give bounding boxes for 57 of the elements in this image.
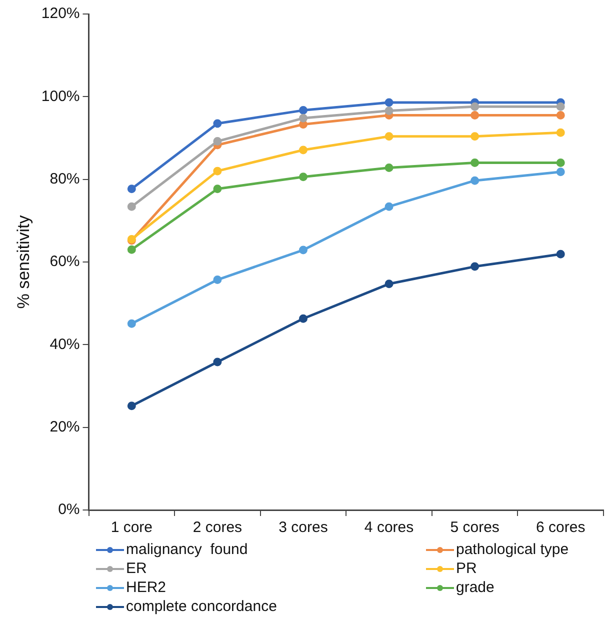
point (298, 172, 308, 182)
x-tick-label: 3 cores (278, 519, 328, 536)
point (556, 250, 565, 258)
y-tick-label: 20% (50, 418, 80, 436)
point (384, 164, 394, 172)
point (470, 111, 480, 120)
point (556, 102, 565, 111)
point (384, 132, 394, 141)
x-tick-label: 4 cores (364, 519, 414, 536)
x-tick-label: 5 cores (450, 519, 500, 536)
point (298, 246, 308, 254)
point (213, 358, 222, 366)
point (298, 114, 308, 122)
point (298, 314, 308, 323)
point (213, 166, 222, 176)
point (298, 120, 308, 129)
point (213, 137, 222, 146)
point (556, 168, 565, 176)
point (127, 402, 136, 410)
y-tick-label: 80% (50, 170, 80, 188)
point (213, 119, 222, 128)
point (298, 106, 308, 115)
legend-label: complete concordance (126, 597, 277, 616)
x-tick-label: 1 core (110, 519, 153, 536)
point (384, 202, 394, 211)
y-tick-label: 120% (41, 5, 80, 22)
y-axis-title: % sensitivity (14, 214, 33, 309)
point (470, 262, 480, 271)
point (470, 158, 480, 168)
point (556, 158, 565, 168)
y-tick-label: 0% (58, 501, 80, 518)
point (127, 202, 136, 211)
point (127, 184, 136, 194)
y-tick-label: 60% (50, 253, 80, 270)
point (470, 132, 480, 141)
legend-label: PR (456, 559, 477, 578)
point (384, 280, 394, 288)
point (213, 276, 222, 284)
point (470, 176, 480, 185)
point (127, 245, 136, 254)
legend-label: grade (456, 578, 494, 597)
x-tick-label: 2 cores (192, 519, 242, 536)
point (556, 128, 565, 137)
point (298, 146, 308, 154)
legend-label: pathological type (456, 540, 569, 559)
legend-label: malignancy found (126, 540, 248, 559)
point (127, 319, 136, 328)
point (470, 102, 480, 111)
y-tick-label: 100% (41, 88, 80, 105)
x-tick-label: 6 cores (536, 519, 586, 536)
legend-label: HER2 (126, 578, 166, 597)
legend-label: ER (126, 559, 147, 578)
point (384, 98, 394, 107)
y-tick-label: 40% (50, 336, 80, 353)
point (556, 111, 565, 120)
point (384, 106, 394, 115)
point (213, 184, 222, 194)
